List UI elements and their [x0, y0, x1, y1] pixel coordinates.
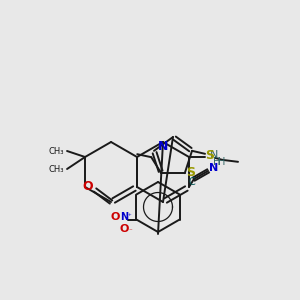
Text: N: N	[158, 140, 168, 154]
Text: O: O	[111, 212, 120, 223]
Text: S: S	[186, 166, 195, 179]
Text: N: N	[209, 163, 219, 173]
Text: ⁻: ⁻	[128, 229, 132, 235]
Text: S: S	[206, 149, 214, 162]
Text: O: O	[83, 181, 93, 194]
Text: H: H	[218, 157, 226, 167]
Text: N: N	[120, 212, 128, 223]
Text: N: N	[210, 150, 218, 160]
Text: CH₃: CH₃	[48, 164, 64, 173]
Text: C: C	[189, 177, 195, 187]
Text: O: O	[120, 224, 129, 235]
Text: H: H	[213, 157, 221, 167]
Text: CH₃: CH₃	[48, 146, 64, 155]
Text: ⁺: ⁺	[128, 214, 131, 220]
